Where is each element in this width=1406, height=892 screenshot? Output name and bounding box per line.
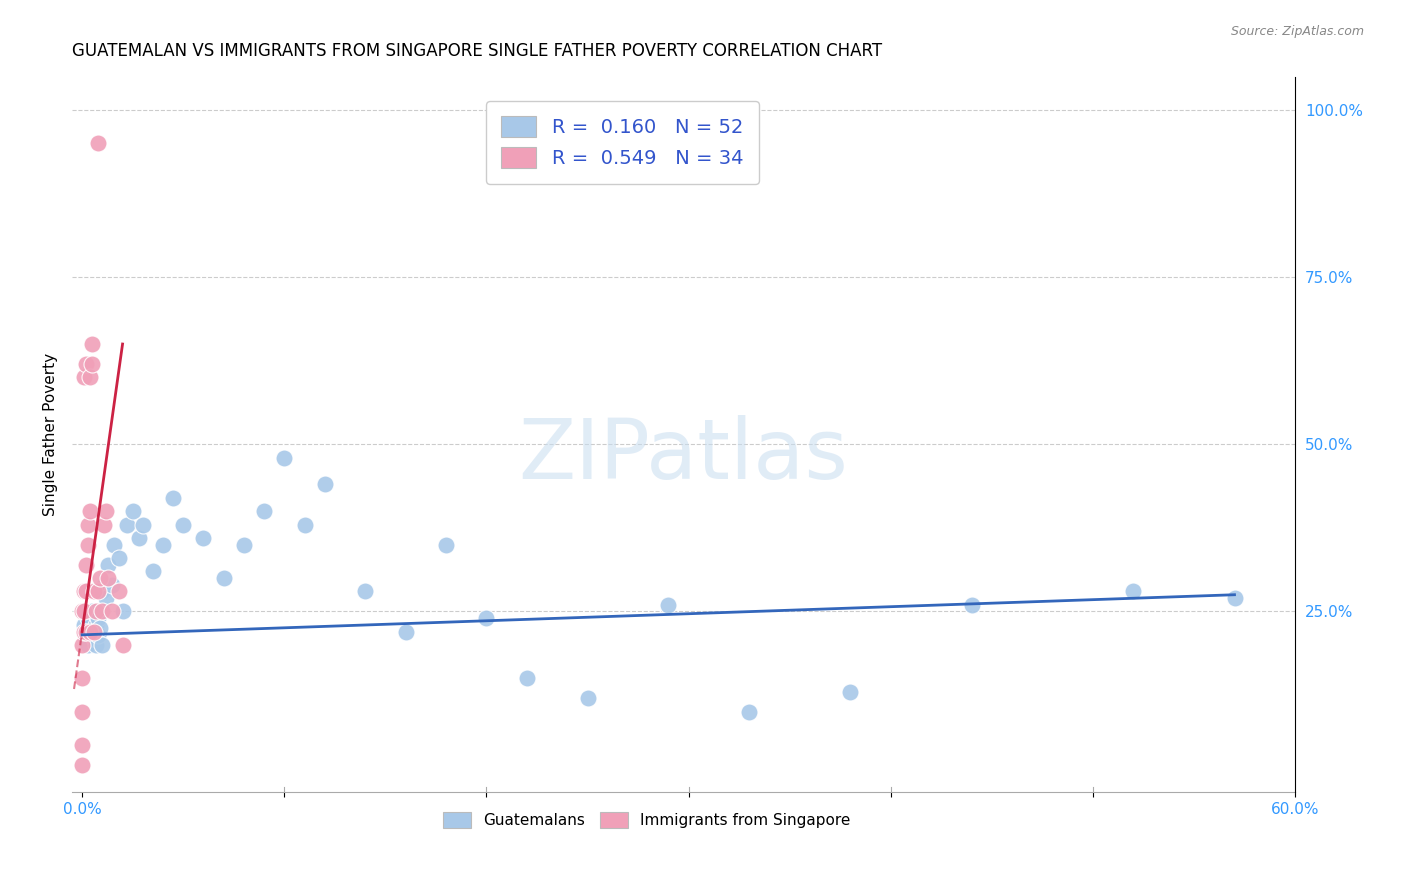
- Point: [91, 604, 114, 618]
- Point: [82, 604, 104, 618]
- Point: [70, 671, 93, 685]
- Point: [657, 598, 679, 612]
- Point: [576, 691, 599, 706]
- Point: [77, 517, 100, 532]
- Point: [87, 584, 110, 599]
- Legend: Guatemalans, Immigrants from Singapore: Guatemalans, Immigrants from Singapore: [437, 805, 856, 834]
- Point: [142, 565, 165, 579]
- Point: [294, 517, 316, 532]
- Point: [83, 624, 105, 639]
- Point: [77, 611, 100, 625]
- Point: [79, 617, 101, 632]
- Point: [75, 357, 97, 371]
- Point: [70, 738, 93, 752]
- Point: [73, 584, 96, 599]
- Point: [73, 370, 96, 384]
- Point: [70, 604, 93, 618]
- Point: [115, 517, 138, 532]
- Point: [121, 504, 143, 518]
- Point: [162, 491, 184, 505]
- Point: [79, 504, 101, 518]
- Point: [101, 604, 124, 618]
- Point: [97, 558, 120, 572]
- Point: [70, 638, 93, 652]
- Point: [91, 638, 114, 652]
- Text: GUATEMALAN VS IMMIGRANTS FROM SINGAPORE SINGLE FATHER POVERTY CORRELATION CHART: GUATEMALAN VS IMMIGRANTS FROM SINGAPORE …: [72, 42, 882, 60]
- Point: [1122, 584, 1144, 599]
- Point: [82, 337, 104, 351]
- Point: [84, 638, 107, 652]
- Y-axis label: Single Father Poverty: Single Father Poverty: [44, 352, 58, 516]
- Point: [128, 531, 150, 545]
- Point: [273, 450, 295, 465]
- Point: [314, 477, 336, 491]
- Point: [75, 624, 97, 639]
- Point: [82, 357, 104, 371]
- Point: [75, 624, 97, 639]
- Point: [84, 617, 107, 632]
- Point: [97, 571, 120, 585]
- Point: [212, 571, 235, 585]
- Point: [83, 584, 105, 599]
- Point: [253, 504, 276, 518]
- Point: [232, 538, 254, 552]
- Point: [83, 624, 105, 639]
- Point: [75, 631, 97, 645]
- Point: [77, 638, 100, 652]
- Point: [1223, 591, 1246, 605]
- Point: [93, 577, 115, 591]
- Point: [89, 571, 111, 585]
- Point: [79, 624, 101, 639]
- Point: [83, 631, 105, 645]
- Point: [101, 577, 124, 591]
- Point: [111, 604, 134, 618]
- Point: [75, 584, 97, 599]
- Point: [172, 517, 194, 532]
- Point: [107, 551, 129, 566]
- Text: ZIPatlas: ZIPatlas: [519, 416, 848, 496]
- Point: [79, 370, 101, 384]
- Point: [73, 604, 96, 618]
- Point: [93, 517, 115, 532]
- Point: [516, 671, 538, 685]
- Point: [84, 604, 107, 618]
- Point: [960, 598, 983, 612]
- Point: [96, 591, 118, 605]
- Point: [839, 684, 862, 698]
- Point: [152, 538, 174, 552]
- Point: [73, 624, 96, 639]
- Point: [79, 624, 101, 639]
- Text: Source: ZipAtlas.com: Source: ZipAtlas.com: [1230, 25, 1364, 38]
- Point: [193, 531, 215, 545]
- Point: [70, 758, 93, 772]
- Point: [394, 624, 416, 639]
- Point: [107, 584, 129, 599]
- Point: [73, 617, 96, 632]
- Point: [132, 517, 155, 532]
- Point: [87, 611, 110, 625]
- Point: [77, 538, 100, 552]
- Point: [434, 538, 457, 552]
- Point: [75, 558, 97, 572]
- Point: [87, 136, 110, 151]
- Point: [96, 504, 118, 518]
- Point: [103, 538, 125, 552]
- Point: [82, 628, 104, 642]
- Point: [89, 621, 111, 635]
- Point: [87, 628, 110, 642]
- Point: [70, 705, 93, 719]
- Point: [91, 584, 114, 599]
- Point: [111, 638, 134, 652]
- Point: [475, 611, 498, 625]
- Point: [354, 584, 377, 599]
- Point: [738, 705, 761, 719]
